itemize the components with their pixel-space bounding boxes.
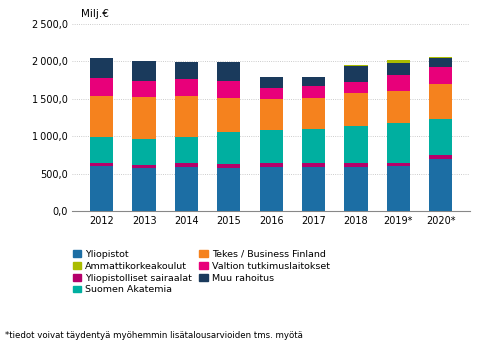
Bar [386, 62, 410, 75]
Bar [90, 163, 113, 166]
Bar [90, 137, 113, 163]
Bar [90, 95, 113, 137]
Bar [344, 126, 368, 163]
Bar [132, 98, 156, 139]
Bar [217, 168, 240, 211]
Bar [386, 91, 410, 123]
Bar [344, 81, 368, 93]
Bar [302, 98, 325, 129]
Bar [90, 78, 113, 95]
Bar [132, 61, 156, 80]
Bar [260, 130, 283, 163]
Bar [344, 167, 368, 211]
Bar [429, 58, 452, 66]
Bar [175, 163, 198, 167]
Bar [302, 163, 325, 167]
Bar [429, 66, 452, 84]
Bar [302, 86, 325, 98]
Bar [429, 119, 452, 155]
Bar [260, 77, 283, 88]
Bar [175, 79, 198, 95]
Legend: Yliopistot, Ammattikorkeakoulut, Yliopistolliset sairaalat, Suomen Akatemia, Tek: Yliopistot, Ammattikorkeakoulut, Yliopis… [73, 250, 330, 294]
Bar [386, 60, 410, 62]
Bar [175, 62, 198, 79]
Bar [260, 167, 283, 211]
Bar [386, 75, 410, 91]
Bar [90, 166, 113, 211]
Bar [217, 61, 240, 81]
Bar [386, 166, 410, 211]
Bar [302, 129, 325, 163]
Bar [217, 98, 240, 132]
Bar [132, 168, 156, 211]
Bar [302, 167, 325, 211]
Bar [429, 155, 452, 159]
Bar [132, 164, 156, 168]
Bar [217, 164, 240, 168]
Text: *tiedot voivat täydentyä myöhemmin lisätalousarvioiden tms. myötä: *tiedot voivat täydentyä myöhemmin lisät… [5, 331, 303, 340]
Bar [175, 167, 198, 211]
Bar [217, 132, 240, 164]
Bar [429, 84, 452, 119]
Bar [260, 163, 283, 167]
Bar [132, 139, 156, 164]
Bar [386, 123, 410, 163]
Bar [429, 57, 452, 58]
Bar [260, 99, 283, 130]
Bar [260, 88, 283, 99]
Bar [344, 65, 368, 81]
Bar [90, 58, 113, 78]
Bar [344, 163, 368, 167]
Bar [175, 95, 198, 137]
Bar [386, 163, 410, 166]
Bar [302, 77, 325, 86]
Bar [175, 137, 198, 163]
Bar [344, 93, 368, 126]
Bar [217, 81, 240, 98]
Bar [429, 159, 452, 211]
Bar [132, 80, 156, 98]
Text: Milj.€: Milj.€ [81, 9, 108, 19]
